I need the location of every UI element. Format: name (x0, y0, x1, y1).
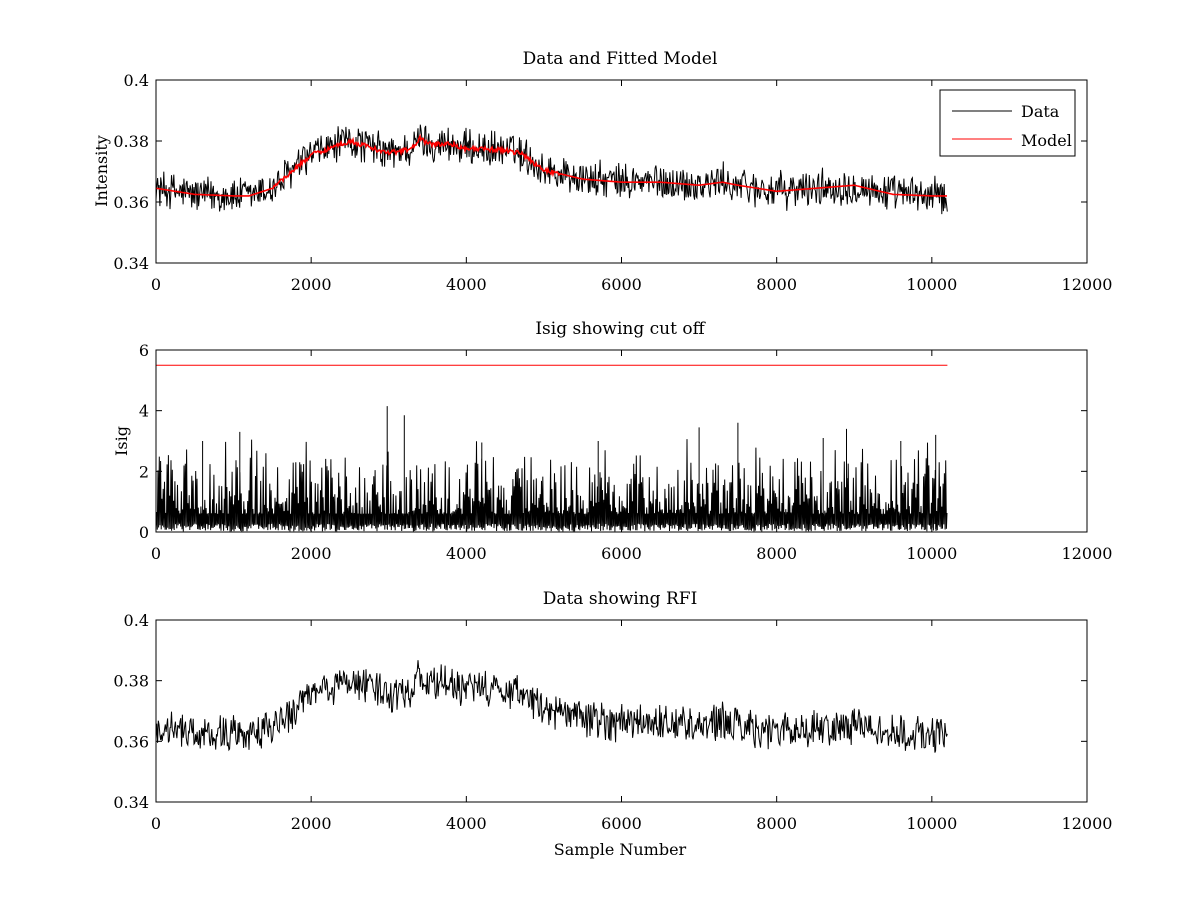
y-axis-label: Isig (112, 426, 131, 456)
x-tick-label: 8000 (756, 544, 797, 563)
x-tick-label: 8000 (756, 814, 797, 833)
legend-label-model: Model (1021, 131, 1072, 150)
x-tick-label: 10000 (906, 275, 957, 294)
x-axis-label: Sample Number (554, 840, 687, 859)
x-tick-label: 10000 (906, 814, 957, 833)
x-tick-label: 6000 (601, 275, 642, 294)
x-tick-label: 2000 (291, 814, 332, 833)
y-tick-label: 0.36 (113, 193, 149, 212)
x-tick-label: 2000 (291, 544, 332, 563)
x-tick-label: 12000 (1062, 544, 1113, 563)
x-tick-label: 2000 (291, 275, 332, 294)
panel-data-and-fitted-model: Data and Fitted Model Intensity 0 2000 400… (92, 49, 1112, 294)
y-tick-label: 0.38 (113, 672, 149, 691)
y-tick-label: 4 (139, 402, 149, 421)
chart-title: Data and Fitted Model (523, 49, 718, 69)
x-tick-label: 0 (151, 275, 161, 294)
legend-label-data: Data (1021, 102, 1060, 121)
x-tick-label: 4000 (446, 544, 487, 563)
series-data-line (156, 124, 948, 215)
y-tick-label: 0.4 (124, 611, 149, 630)
x-tick-label: 8000 (756, 275, 797, 294)
chart-title: Data showing RFI (543, 589, 698, 609)
y-tick-label: 0.34 (113, 793, 149, 812)
y-tick-label: 0.38 (113, 132, 149, 151)
x-tick-label: 0 (151, 544, 161, 563)
y-axis-label: Intensity (92, 135, 111, 207)
panel-isig-showing-cut-off: Isig showing cut off Isig 0 2000 4000 6000 8… (112, 319, 1112, 563)
y-tick-label: 0.34 (113, 254, 149, 273)
legend: Data Model (939, 89, 1076, 157)
series-0-line (156, 406, 948, 532)
series-model-line (156, 133, 947, 197)
x-tick-label: 12000 (1062, 275, 1113, 294)
y-tick-label: 6 (139, 341, 149, 360)
x-tick-label: 6000 (601, 814, 642, 833)
legend-box (939, 89, 1076, 157)
x-tick-label: 6000 (601, 544, 642, 563)
series-0-line (156, 660, 948, 753)
x-tick-label: 0 (151, 814, 161, 833)
y-tick-label: 2 (139, 462, 149, 481)
x-tick-label: 12000 (1062, 814, 1113, 833)
y-tick-label: 0.36 (113, 732, 149, 751)
x-tick-label: 4000 (446, 814, 487, 833)
y-tick-label: 0 (139, 523, 149, 542)
y-tick-label: 0.4 (124, 71, 149, 90)
chart-title: Isig showing cut off (535, 319, 706, 339)
x-tick-label: 10000 (906, 544, 957, 563)
panel-data-showing-rfi: Data showing RFI Sample Number 0 2000 4000… (113, 589, 1112, 859)
x-tick-label: 4000 (446, 275, 487, 294)
